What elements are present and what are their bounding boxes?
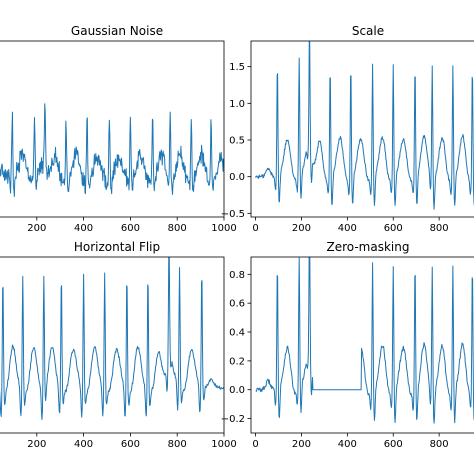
plot-frame xyxy=(0,256,225,434)
x-tick-label: 600 xyxy=(384,439,403,450)
y-tick-label: 1.0 xyxy=(229,99,245,110)
x-tick-label: 1000 xyxy=(211,439,236,450)
series-line xyxy=(0,257,224,421)
y-tick-label: 0.8 xyxy=(229,270,245,281)
chart-panel-2: Scale 0 200 400 600 800 −0.5 0.0 0.5 1.0 1.5 xyxy=(221,24,474,234)
chart-title: Scale xyxy=(352,24,384,38)
plot-frame xyxy=(250,40,474,218)
y-tick-label: 0.5 xyxy=(229,136,245,147)
x-tick-label: 600 xyxy=(121,439,140,450)
chart-panel-4: Zero-masking 0 200 400 600 800 −0.2 0.0 0.2 0.4 0.… xyxy=(221,240,474,450)
y-tick-label: 0.6 xyxy=(229,299,245,310)
x-tick-label: 200 xyxy=(27,439,46,450)
plot-frame xyxy=(0,40,225,218)
y-tick-label: 0.0 xyxy=(229,385,245,396)
series-line xyxy=(255,41,474,210)
x-tick-label: 800 xyxy=(430,223,449,234)
y-tick-label: −0.5 xyxy=(221,209,245,220)
x-tick-label: 400 xyxy=(338,223,357,234)
x-tick-label: 800 xyxy=(430,439,449,450)
x-tick-label: 0 xyxy=(252,439,258,450)
x-tick-label: 400 xyxy=(74,223,93,234)
x-tick-label: 1000 xyxy=(211,223,236,234)
x-tick-label: 800 xyxy=(168,439,187,450)
x-tick-label: 600 xyxy=(121,223,140,234)
y-tick-label: 1.5 xyxy=(229,62,245,73)
x-tick-label: 200 xyxy=(292,223,311,234)
y-tick-label: 0.2 xyxy=(229,356,245,367)
x-tick-label: 200 xyxy=(27,223,46,234)
plot-frame xyxy=(250,256,474,434)
x-tick-label: 400 xyxy=(74,439,93,450)
y-tick-label: 0.4 xyxy=(229,328,245,339)
x-tick-label: 400 xyxy=(338,439,357,450)
y-tick-label: −0.2 xyxy=(221,414,245,425)
chart-panel-3: Horizontal Flip02004006008001000 xyxy=(0,240,237,450)
x-tick-label: 800 xyxy=(168,223,187,234)
x-tick-label: 200 xyxy=(292,439,311,450)
chart-panel-1: Gaussian Noise02004006008001000 xyxy=(0,24,237,234)
x-tick-label: 0 xyxy=(252,223,258,234)
series-line xyxy=(0,103,224,197)
chart-title: Gaussian Noise xyxy=(71,24,163,38)
y-tick-label: 0.0 xyxy=(229,172,245,183)
chart-title: Zero-masking xyxy=(327,240,410,254)
chart-title: Horizontal Flip xyxy=(74,240,160,254)
series-line xyxy=(255,257,474,424)
x-tick-label: 600 xyxy=(384,223,403,234)
